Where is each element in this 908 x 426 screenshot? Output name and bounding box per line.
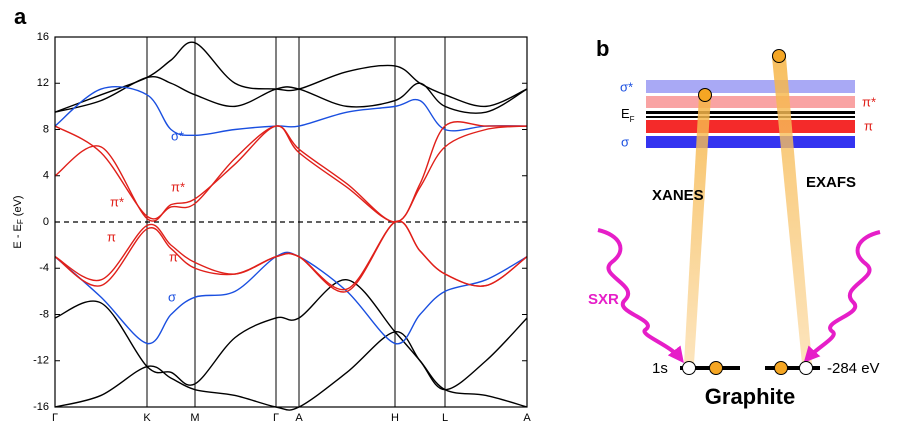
pi-star-label: π* (862, 94, 876, 109)
xanes-beam (684, 95, 711, 364)
x-tick-label: K (143, 412, 151, 424)
sigma-band (646, 136, 855, 148)
fermi-line (646, 111, 855, 114)
sigma-label: σ (621, 134, 629, 149)
pi-star-band (646, 96, 855, 108)
x-tick-label: A (523, 412, 531, 424)
panel-label: a (14, 4, 27, 29)
y-tick-label: 0 (43, 216, 49, 228)
band-line (54, 121, 527, 223)
fermi-line (646, 116, 855, 118)
y-axis-label: E - EF (eV) (12, 195, 25, 248)
core-level-label: 1s (652, 360, 668, 377)
exafs-beam (772, 57, 812, 364)
electron (709, 361, 723, 375)
y-tick-label: -8 (39, 308, 49, 320)
plot-frame (54, 36, 528, 408)
panel-label: b (596, 36, 609, 61)
x-tick-label: M (190, 412, 199, 424)
pi-label: π (864, 118, 873, 133)
band-annotation: π* (110, 194, 124, 209)
y-label-sub: F (16, 219, 25, 224)
band-line (54, 41, 528, 113)
schematic: b σ* π* EF π σ XANES EXAFS SXR 1s -284 e… (588, 36, 881, 409)
x-tick-label: L (442, 412, 448, 424)
band-line (54, 251, 528, 345)
electron (774, 361, 788, 375)
x-tick-label: Γ (273, 412, 279, 424)
sxr-label: SXR (588, 291, 619, 308)
y-tick-label: 8 (43, 123, 49, 135)
y-label-unit: (eV) (12, 195, 24, 216)
pi-band (646, 120, 855, 133)
xanes-label: XANES (652, 187, 704, 204)
energy-label: -284 eV (827, 360, 880, 377)
band-line (54, 279, 528, 391)
y-tick-label: 4 (43, 170, 49, 182)
y-label-main: E - E (12, 224, 24, 248)
band-line (54, 220, 528, 293)
fermi-sub: F (630, 115, 635, 124)
core-hole (799, 361, 813, 375)
band-annotation: π (107, 229, 116, 244)
fermi-label: EF (621, 106, 635, 124)
band-annotation: π* (171, 179, 185, 194)
exafs-label: EXAFS (806, 174, 856, 191)
material-label: Graphite (705, 384, 795, 409)
electron (772, 49, 786, 63)
band-annotation: π (169, 249, 178, 264)
sxr-wave (803, 230, 881, 363)
x-tick-label: A (295, 412, 303, 424)
sigma-star-label: σ* (620, 79, 633, 94)
y-tick-label: 16 (37, 31, 49, 43)
band-line (54, 331, 528, 411)
y-tick-label: -12 (33, 355, 49, 367)
y-tick-label: -4 (39, 262, 49, 274)
sxr-wave (597, 228, 684, 364)
band-line (54, 76, 528, 114)
band-annotation: σ (168, 289, 176, 304)
fermi-main: E (621, 106, 630, 121)
y-tick-label: -16 (33, 401, 49, 413)
core-hole (682, 361, 696, 375)
sigma-star-band (646, 80, 855, 93)
electron (698, 88, 712, 102)
band-annotation: σ* (171, 128, 184, 143)
x-tick-label: Γ (52, 412, 58, 424)
x-tick-label: H (391, 412, 399, 424)
y-tick-label: 12 (37, 77, 49, 89)
